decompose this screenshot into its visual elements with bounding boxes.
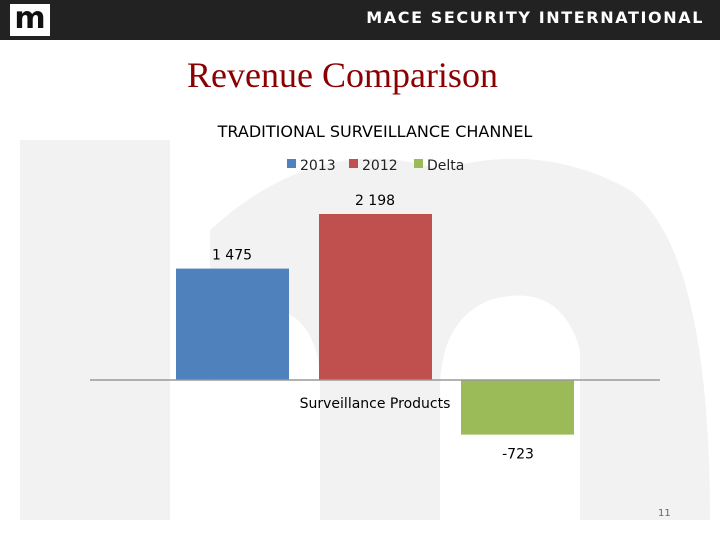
data-label-delta: -723 xyxy=(502,447,534,463)
slide-title: Revenue Comparison xyxy=(187,55,498,95)
mace-logo: m xyxy=(10,1,50,36)
bar-2013 xyxy=(176,268,289,380)
header-bar: m MACE SECURITY INTERNATIONAL xyxy=(0,0,720,40)
brand-name: MACE SECURITY INTERNATIONAL xyxy=(366,8,704,27)
legend-label-2013: 2013 xyxy=(300,158,336,174)
legend-label-delta: Delta xyxy=(427,158,464,174)
bar-delta xyxy=(461,380,574,435)
bar-2012 xyxy=(319,214,432,380)
legend-swatch-2013 xyxy=(287,159,296,168)
logo-letter: m xyxy=(14,1,46,36)
page-number: 11 xyxy=(658,508,671,519)
legend-swatch-delta xyxy=(414,159,423,168)
data-label-2013: 1 475 xyxy=(212,248,252,264)
chart-title: TRADITIONAL SURVEILLANCE CHANNEL xyxy=(217,122,533,141)
category-label: Surveillance Products xyxy=(300,396,451,412)
legend-label-2012: 2012 xyxy=(362,158,398,174)
data-label-2012: 2 198 xyxy=(355,193,395,209)
legend-swatch-2012 xyxy=(349,159,358,168)
